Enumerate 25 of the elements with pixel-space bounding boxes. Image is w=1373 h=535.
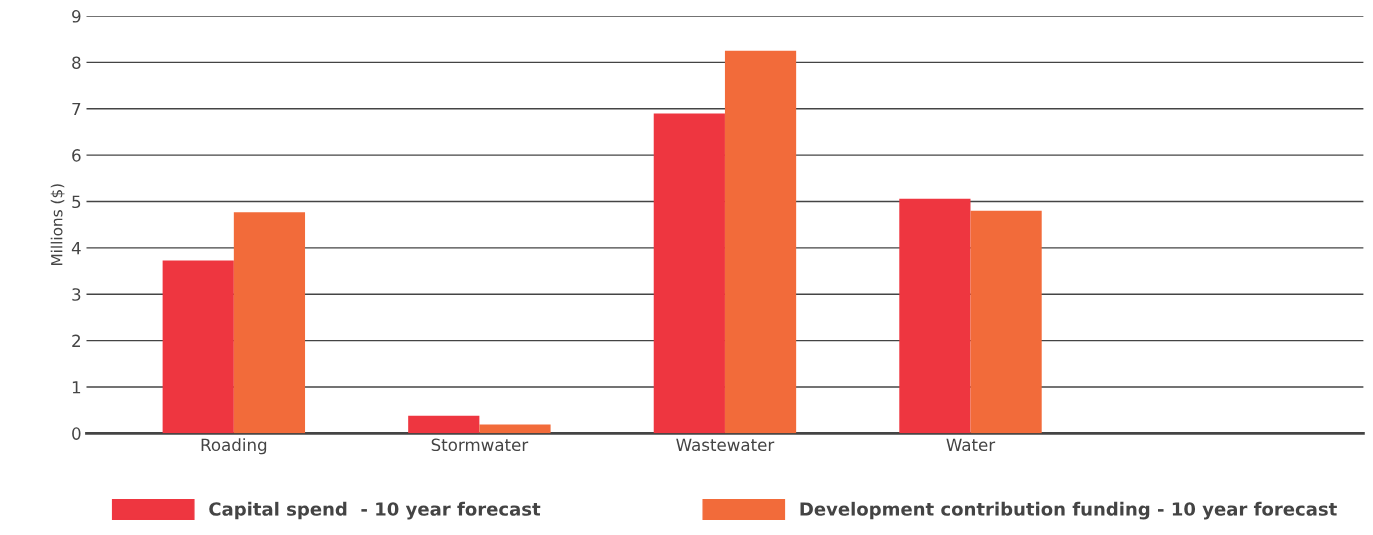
y-tick-label: 7 <box>72 102 81 116</box>
bar <box>233 212 306 434</box>
y-tick-label: 2 <box>72 334 80 347</box>
bar <box>653 113 725 434</box>
bar <box>479 424 551 434</box>
bar <box>899 198 971 434</box>
y-tick-label: 5 <box>72 195 81 209</box>
x-tick-label: Water <box>946 438 996 452</box>
bar <box>162 260 234 434</box>
y-tick-label: 9 <box>72 10 81 23</box>
x-tick-label: Stormwater <box>431 438 529 452</box>
bar <box>970 210 1042 434</box>
bar <box>408 415 480 434</box>
x-tick-label: Roading <box>201 438 267 455</box>
y-tick-label: 4 <box>71 242 81 255</box>
legend-label: Development contribution funding - 10 year forecast <box>800 501 1337 520</box>
y-tick-label: 8 <box>72 56 81 69</box>
legend-label: Capital spend - 10 year forecast <box>209 501 541 520</box>
y-tick-label: 3 <box>72 288 81 301</box>
y-tick-label: 6 <box>72 149 81 162</box>
y-tick-label: 1 <box>72 381 81 394</box>
bar <box>724 50 797 434</box>
y-axis-title: Millions ($) <box>50 184 65 266</box>
x-tick-label: Wastewater <box>676 438 775 452</box>
y-tick-label: 0 <box>72 427 81 440</box>
